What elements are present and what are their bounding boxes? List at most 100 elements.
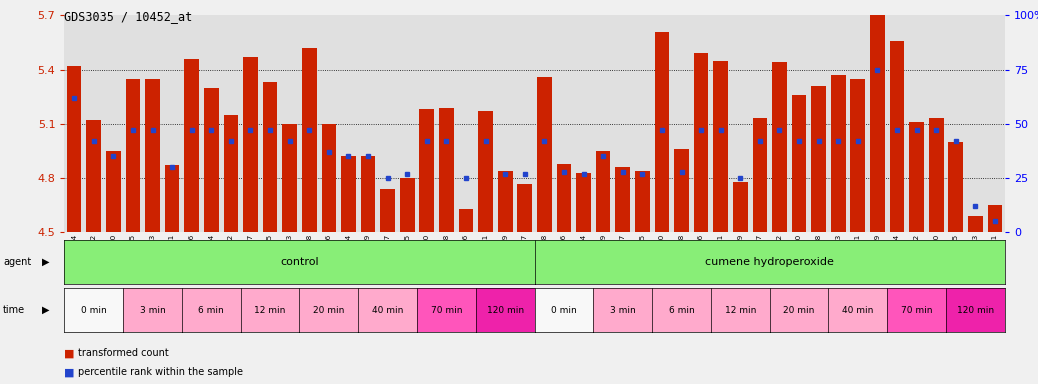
Bar <box>378 15 398 232</box>
Bar <box>475 15 495 232</box>
Text: agent: agent <box>3 257 31 267</box>
Bar <box>84 15 104 232</box>
Text: ■: ■ <box>64 348 75 358</box>
Bar <box>965 15 985 232</box>
Bar <box>987 205 1003 232</box>
Bar <box>693 53 709 232</box>
Bar <box>890 41 904 232</box>
Bar <box>263 82 277 232</box>
Bar <box>868 15 887 232</box>
Bar <box>302 48 317 232</box>
Bar <box>282 124 297 232</box>
Bar <box>812 86 826 232</box>
Bar <box>86 120 101 232</box>
Bar <box>64 15 84 232</box>
Bar <box>495 15 515 232</box>
Text: time: time <box>3 305 25 315</box>
Text: 120 min: 120 min <box>487 306 524 314</box>
Bar <box>691 15 711 232</box>
Bar <box>203 88 219 232</box>
Bar <box>731 15 750 232</box>
Bar <box>162 15 182 232</box>
Bar <box>537 77 552 232</box>
Text: cumene hydroperoxide: cumene hydroperoxide <box>705 257 835 267</box>
Bar <box>848 15 868 232</box>
Text: GDS3035 / 10452_at: GDS3035 / 10452_at <box>64 10 193 23</box>
Bar <box>221 15 241 232</box>
Text: control: control <box>280 257 319 267</box>
Bar <box>576 173 591 232</box>
Bar <box>926 15 946 232</box>
Bar <box>632 15 652 232</box>
Bar <box>946 15 965 232</box>
Bar <box>870 0 884 232</box>
Text: 3 min: 3 min <box>140 306 165 314</box>
Bar <box>145 79 160 232</box>
Bar <box>398 15 417 232</box>
Bar <box>338 15 358 232</box>
Bar <box>300 15 319 232</box>
Bar <box>652 15 672 232</box>
Bar <box>535 15 554 232</box>
Bar <box>750 15 770 232</box>
Bar <box>400 178 414 232</box>
Bar <box>124 15 142 232</box>
Bar <box>828 15 848 232</box>
Bar <box>733 182 747 232</box>
Bar <box>556 164 571 232</box>
Bar <box>126 79 140 232</box>
Bar <box>753 118 767 232</box>
Bar <box>417 15 437 232</box>
Bar <box>459 209 473 232</box>
Bar <box>342 156 356 232</box>
Bar <box>596 151 610 232</box>
Bar <box>907 15 926 232</box>
Text: ▶: ▶ <box>42 257 49 267</box>
Text: 6 min: 6 min <box>668 306 694 314</box>
Text: 6 min: 6 min <box>198 306 224 314</box>
Bar <box>554 15 574 232</box>
Text: 70 min: 70 min <box>431 306 462 314</box>
Bar <box>792 95 807 232</box>
Bar <box>515 15 535 232</box>
Bar <box>243 57 257 232</box>
Text: 3 min: 3 min <box>610 306 635 314</box>
Bar <box>142 15 162 232</box>
Bar <box>985 15 1005 232</box>
Bar <box>437 15 456 232</box>
Bar <box>655 31 670 232</box>
Bar <box>106 151 120 232</box>
Bar <box>612 15 632 232</box>
Bar <box>949 142 963 232</box>
Bar <box>887 15 907 232</box>
Bar <box>769 15 789 232</box>
Text: 20 min: 20 min <box>313 306 345 314</box>
Text: 40 min: 40 min <box>372 306 404 314</box>
Bar <box>909 122 924 232</box>
Bar <box>457 15 475 232</box>
Bar <box>479 111 493 232</box>
Text: 0 min: 0 min <box>81 306 107 314</box>
Bar <box>165 166 180 232</box>
Text: 20 min: 20 min <box>784 306 815 314</box>
Bar <box>66 66 82 232</box>
Bar <box>439 108 454 232</box>
Bar <box>772 62 787 232</box>
Bar <box>635 171 650 232</box>
Bar <box>517 184 532 232</box>
Text: percentile rank within the sample: percentile rank within the sample <box>78 367 243 377</box>
Bar <box>360 156 376 232</box>
Text: 40 min: 40 min <box>842 306 874 314</box>
Bar <box>594 15 612 232</box>
Bar <box>713 61 728 232</box>
Bar <box>574 15 594 232</box>
Text: 12 min: 12 min <box>254 306 285 314</box>
Bar <box>185 59 199 232</box>
Bar <box>929 118 944 232</box>
Bar <box>968 216 983 232</box>
Bar <box>850 79 866 232</box>
Bar <box>674 149 689 232</box>
Bar <box>182 15 201 232</box>
Bar <box>280 15 299 232</box>
Bar <box>241 15 261 232</box>
